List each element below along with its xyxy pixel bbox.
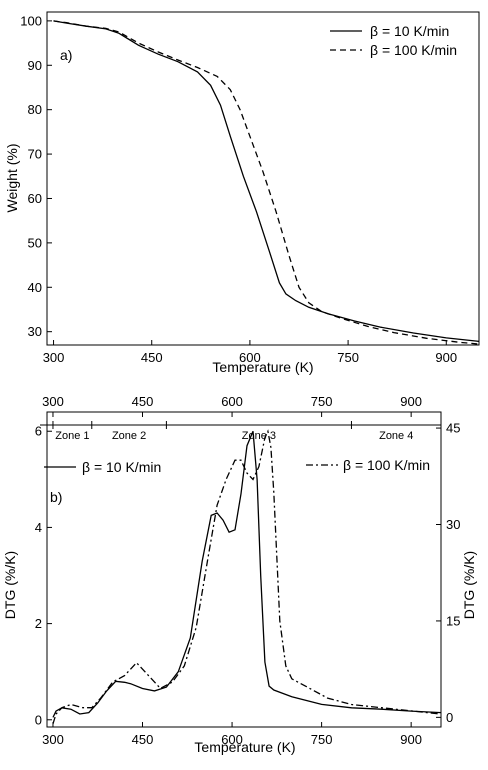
panel-b-right-y-ticks: 0 15 30 45 (436, 421, 460, 725)
panel-a-x-ticks: 300 450 600 750 900 (43, 340, 457, 365)
x-tick-label: 450 (132, 732, 154, 747)
x-tick-label: 300 (43, 350, 65, 365)
y-tick-label: 0 (35, 712, 42, 727)
series-line-2 (53, 20, 480, 345)
x-tick-label: 300 (42, 732, 64, 747)
y-tick-label: 6 (35, 424, 42, 439)
panel-b-frame (46, 411, 442, 728)
panel-b-x-axis-label: Temperature (K) (194, 739, 295, 755)
panel-b-top-x-ticks: 300 450 600 750 900 (42, 394, 422, 417)
y-tick-label: 30 (28, 324, 42, 339)
top-x-tick-label: 450 (132, 394, 154, 409)
zone-label: Zone 2 (112, 430, 146, 442)
zone-ruler: Zone 1 Zone 2 Zone 3 Zone 4 (40, 421, 442, 442)
x-tick-label: 900 (400, 732, 422, 747)
y-tick-label: 80 (28, 102, 42, 117)
top-x-tick-label: 300 (42, 394, 64, 409)
panel-a: 300 450 600 750 900 30 40 50 60 70 80 90 100 a) Tem… (4, 11, 480, 375)
series-line-1 (52, 430, 442, 718)
panel-b-series (52, 429, 442, 724)
zone-label: Zone 4 (379, 430, 413, 442)
right-y-tick-label: 0 (446, 710, 453, 725)
panel-a-x-axis-label: Temperature (K) (212, 359, 313, 375)
panel-a-frame (46, 11, 480, 346)
y-tick-label: 100 (20, 13, 42, 28)
panel-a-label: a) (60, 47, 72, 63)
panel-a-series (53, 20, 480, 345)
y-tick-label: 60 (28, 191, 42, 206)
x-tick-label: 600 (239, 350, 261, 365)
panel-a-y-axis-label: Weight (%) (4, 144, 20, 213)
y-tick-label: 90 (28, 58, 42, 73)
legend-a-series-1: β = 10 K/min (370, 23, 449, 39)
x-tick-label: 450 (141, 350, 163, 365)
panel-b: Zone 1 Zone 2 Zone 3 Zone 4 300 450 600 750 900… (2, 394, 477, 755)
top-x-tick-label: 750 (311, 394, 333, 409)
top-x-tick-label: 900 (400, 394, 422, 409)
y-tick-label: 70 (28, 147, 42, 162)
legend-a-series-2: β = 100 K/min (370, 42, 457, 58)
x-tick-label: 750 (337, 350, 359, 365)
series-line-2 (52, 429, 442, 724)
panel-b-y-axis-label: DTG (%/K) (2, 551, 18, 619)
legend-b-series-1: β = 10 K/min (82, 459, 161, 475)
panel-b-legend: β = 10 K/min β = 100 K/min (44, 457, 430, 475)
y-tick-label: 40 (28, 280, 42, 295)
panel-b-left-y-ticks: 0 2 4 6 (35, 424, 52, 727)
zone-label: Zone 3 (242, 430, 276, 442)
top-x-tick-label: 600 (221, 394, 243, 409)
right-y-tick-label: 15 (446, 613, 460, 628)
x-tick-label: 600 (221, 732, 243, 747)
right-y-tick-label: 30 (446, 517, 460, 532)
panel-b-x-ticks: 300 450 600 750 900 (42, 722, 422, 747)
x-tick-label: 750 (311, 732, 333, 747)
y-tick-label: 2 (35, 616, 42, 631)
y-tick-label: 50 (28, 235, 42, 250)
panel-b-right-y-axis-label: DTG (%/K) (461, 551, 477, 619)
right-y-tick-label: 45 (446, 421, 460, 436)
panel-a-legend: β = 10 K/min β = 100 K/min (330, 23, 457, 58)
panel-a-y-ticks: 30 40 50 60 70 80 90 100 (20, 13, 52, 339)
zone-label: Zone 1 (55, 430, 89, 442)
series-line-1 (53, 20, 480, 343)
y-tick-label: 4 (35, 520, 42, 535)
panel-b-label: b) (50, 489, 62, 505)
legend-b-series-2: β = 100 K/min (343, 457, 430, 473)
x-tick-label: 900 (435, 350, 457, 365)
